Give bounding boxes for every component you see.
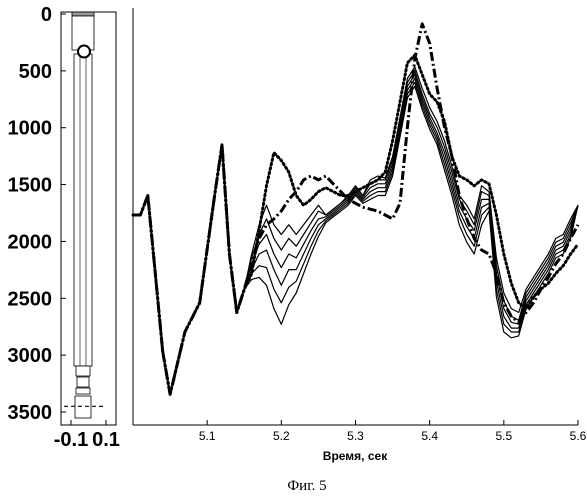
well-x-tick-label: 0.1 <box>92 429 120 451</box>
trace-series-solid-4 <box>133 79 578 395</box>
tool-string <box>74 54 92 366</box>
tool-cable-top <box>72 12 94 16</box>
trace-x-tick-label: 5.6 <box>570 429 587 443</box>
well-y-axis: 0 500 1000 1500 2000 2500 3000 3500 <box>8 4 67 424</box>
trace-series-solid-1 <box>133 67 578 395</box>
well-y-tick-label: 2000 <box>8 231 53 253</box>
well-tool-body <box>72 12 94 418</box>
trace-series-group <box>133 24 578 395</box>
well-depth-marker <box>78 46 90 58</box>
tool-bottom-assembly-4 <box>75 396 91 418</box>
trace-x-axis-label: Время, сек <box>323 449 388 463</box>
trace-x-tick-label: 5.2 <box>273 429 290 443</box>
well-y-tick-label: 1500 <box>8 175 53 197</box>
well-y-tick-label: 500 <box>19 61 52 83</box>
trace-x-tick-label: 5.5 <box>495 429 512 443</box>
tool-bottom-assembly-3 <box>76 388 90 394</box>
trace-series-dotted-7 <box>133 55 578 394</box>
tool-bottom-assembly-2 <box>77 377 89 387</box>
well-y-tick-label: 3500 <box>8 402 53 424</box>
trace-x-tick-label: 5.1 <box>199 429 216 443</box>
trace-series-dashdot-8 <box>133 24 578 395</box>
trace-x-tick-label: 5.4 <box>421 429 438 443</box>
well-x-tick-label: -0.1 <box>54 429 88 451</box>
well-y-tick-label: 1000 <box>8 118 53 140</box>
well-y-tick-label: 3000 <box>8 345 53 367</box>
trace-series-solid-3 <box>133 75 578 395</box>
trace-x-axis: 5.1 5.2 5.3 5.4 5.5 5.6 <box>199 420 587 443</box>
trace-series-solid-6 <box>133 86 578 394</box>
trace-series-solid-2 <box>133 71 578 395</box>
trace-series-solid-5 <box>133 82 578 394</box>
well-schematic-panel: 0 500 1000 1500 2000 2500 3000 3500 -0.10.1 <box>8 4 120 451</box>
well-y-tick-label: 2500 <box>8 288 53 310</box>
figure-caption: Фиг. 5 <box>287 478 326 494</box>
well-y-tick-label: 0 <box>41 4 52 26</box>
tool-bottom-assembly-1 <box>76 366 90 376</box>
trace-panel: 5.1 5.2 5.3 5.4 5.5 5.6 Время, сек <box>133 8 587 463</box>
trace-x-tick-label: 5.3 <box>347 429 364 443</box>
